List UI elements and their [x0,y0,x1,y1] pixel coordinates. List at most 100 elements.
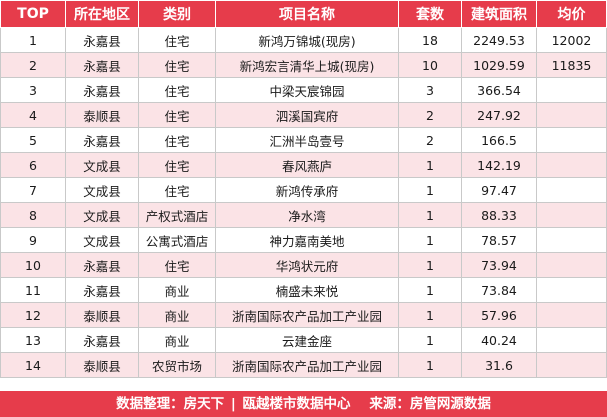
header-district: 所在地区 [65,0,139,28]
units-cell: 1 [398,302,462,328]
project-cell: 泗溪国宾府 [215,102,399,128]
district-cell: 永嘉县 [65,252,139,278]
units-cell: 2 [398,127,462,153]
footer-data-label: 数据整理： [116,396,184,412]
price-cell [536,352,607,378]
area-cell: 166.5 [461,127,537,153]
area-cell: 88.33 [461,202,537,228]
units-cell: 1 [398,252,462,278]
table-row: 5 永嘉县 住宅 汇洲半岛壹号 2 166.5 [0,127,607,153]
units-cell: 1 [398,152,462,178]
category-cell: 商业 [138,302,216,328]
area-cell: 97.47 [461,177,537,203]
units-cell: 1 [398,202,462,228]
price-cell [536,277,607,303]
area-cell: 57.96 [461,302,537,328]
price-cell [536,77,607,103]
category-cell: 住宅 [138,77,216,103]
units-cell: 2 [398,102,462,128]
price-cell: 12002 [536,27,607,53]
rank-cell: 6 [0,152,66,178]
header-project: 项目名称 [215,0,399,28]
category-cell: 产权式酒店 [138,202,216,228]
price-cell [536,102,607,128]
units-cell: 1 [398,352,462,378]
price-cell: 11835 [536,52,607,78]
rank-cell: 7 [0,177,66,203]
rank-cell: 10 [0,252,66,278]
header-price: 均价 [536,0,607,28]
area-cell: 1029.59 [461,52,537,78]
category-cell: 住宅 [138,52,216,78]
district-cell: 泰顺县 [65,352,139,378]
category-cell: 公寓式酒店 [138,227,216,253]
category-cell: 商业 [138,277,216,303]
table-row: 14 泰顺县 农贸市场 浙南国际农产品加工产业园 1 31.6 [0,352,607,378]
category-cell: 住宅 [138,252,216,278]
area-cell: 73.94 [461,252,537,278]
header-row: TOP 所在地区 类别 项目名称 套数 建筑面积 均价 [0,0,607,28]
footer-org2: 瓯越楼市数据中心 [242,396,351,412]
project-cell: 净水湾 [215,202,399,228]
footer-separator: | [230,396,236,412]
table-body: 1 永嘉县 住宅 新鸿万锦城(现房) 18 2249.53 12002 2 永嘉县 住宅 新鸿宏言清… [0,27,607,378]
units-cell: 3 [398,77,462,103]
table-row: 10 永嘉县 住宅 华鸿状元府 1 73.94 [0,252,607,278]
area-cell: 366.54 [461,77,537,103]
units-cell: 1 [398,327,462,353]
rank-cell: 12 [0,302,66,328]
rank-cell: 2 [0,52,66,78]
project-cell: 浙南国际农产品加工产业园 [215,302,399,328]
units-cell: 1 [398,277,462,303]
category-cell: 住宅 [138,102,216,128]
area-cell: 78.57 [461,227,537,253]
category-cell: 住宅 [138,152,216,178]
area-cell: 31.6 [461,352,537,378]
district-cell: 文成县 [65,152,139,178]
rank-cell: 1 [0,27,66,53]
district-cell: 文成县 [65,177,139,203]
category-cell: 农贸市场 [138,352,216,378]
area-cell: 73.84 [461,277,537,303]
district-cell: 泰顺县 [65,102,139,128]
rank-cell: 11 [0,277,66,303]
units-cell: 1 [398,177,462,203]
rank-cell: 8 [0,202,66,228]
area-cell: 40.24 [461,327,537,353]
district-cell: 永嘉县 [65,127,139,153]
project-cell: 楠盛未来悦 [215,277,399,303]
ranking-table: TOP 所在地区 类别 项目名称 套数 建筑面积 均价 1 永嘉县 住宅 新鸿万锦城(… [0,0,607,378]
table-row: 2 永嘉县 住宅 新鸿宏言清华上城(现房) 10 1029.59 11835 [0,52,607,78]
price-cell [536,327,607,353]
district-cell: 文成县 [65,227,139,253]
project-cell: 新鸿传承府 [215,177,399,203]
area-cell: 142.19 [461,152,537,178]
table-row: 7 文成县 住宅 新鸿传承府 1 97.47 [0,177,607,203]
category-cell: 商业 [138,327,216,353]
project-cell: 中梁天宸锦园 [215,77,399,103]
project-cell: 华鸿状元府 [215,252,399,278]
district-cell: 泰顺县 [65,302,139,328]
district-cell: 永嘉县 [65,277,139,303]
project-cell: 新鸿万锦城(现房) [215,27,399,53]
district-cell: 永嘉县 [65,27,139,53]
price-cell [536,302,607,328]
district-cell: 永嘉县 [65,327,139,353]
units-cell: 1 [398,227,462,253]
project-cell: 神力嘉南美地 [215,227,399,253]
price-cell [536,127,607,153]
rank-cell: 14 [0,352,66,378]
project-cell: 春风燕庐 [215,152,399,178]
district-cell: 永嘉县 [65,52,139,78]
footer-org1: 房天下 [183,396,225,412]
price-cell [536,177,607,203]
price-cell [536,202,607,228]
category-cell: 住宅 [138,127,216,153]
rank-cell: 3 [0,77,66,103]
project-cell: 新鸿宏言清华上城(现房) [215,52,399,78]
district-cell: 永嘉县 [65,77,139,103]
rank-cell: 13 [0,327,66,353]
header-area: 建筑面积 [461,0,537,28]
units-cell: 10 [398,52,462,78]
footer-source-label: 来源： [369,396,410,412]
